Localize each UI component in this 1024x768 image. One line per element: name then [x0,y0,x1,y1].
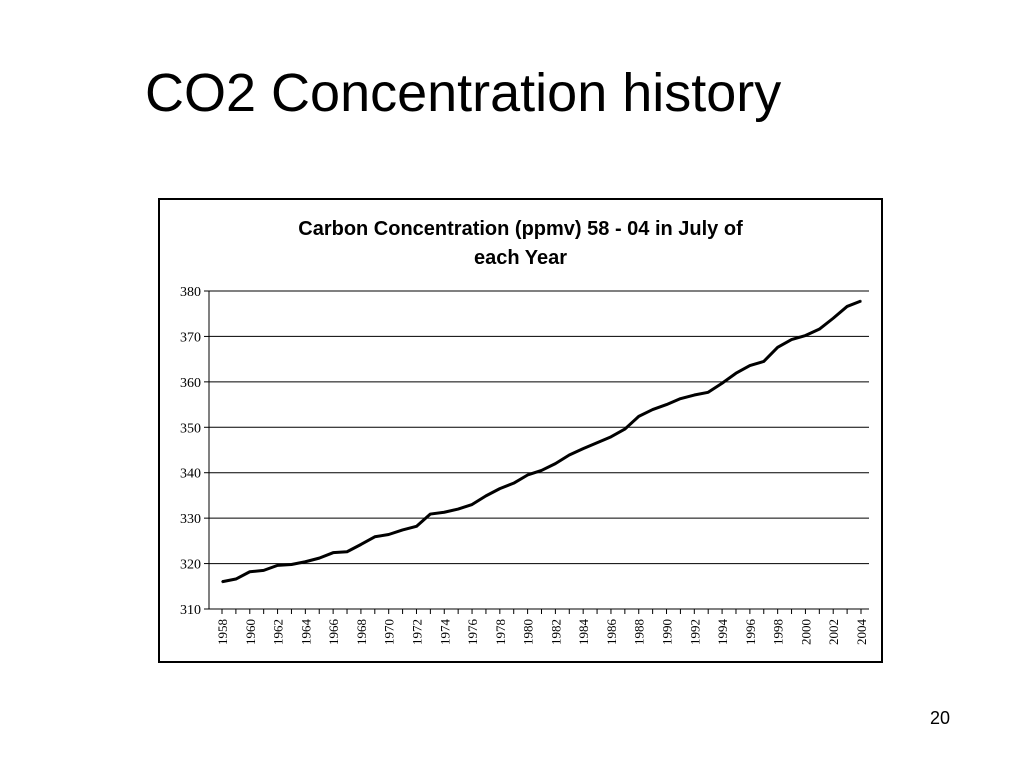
y-tick-label: 310 [180,603,201,618]
data-point-1989 [651,408,654,411]
data-point-1962 [276,564,279,567]
chart-frame: Carbon Concentration (ppmv) 58 - 04 in J… [158,198,883,663]
data-point-1988 [637,415,640,418]
x-tick-label: 1988 [632,619,647,645]
x-tick-label: 1990 [660,619,675,645]
data-point-1991 [679,397,682,400]
y-tick-label: 370 [180,330,201,345]
data-point-1960 [248,570,251,573]
data-point-1977 [485,495,487,497]
data-point-1987 [624,428,626,430]
data-point-2000 [804,334,807,337]
data-point-1982 [554,462,557,465]
slide-title: CO2 Concentration history [145,63,782,123]
y-tick-label: 340 [180,467,201,482]
data-point-1990 [665,403,668,406]
data-point-1992 [693,394,696,396]
data-point-1997 [762,360,765,363]
data-point-1995 [735,372,737,375]
data-point-1980 [526,474,529,476]
data-point-1971 [401,529,404,531]
data-point-1958 [221,580,223,583]
data-point-1969 [374,535,376,538]
x-tick-label: 2004 [854,619,869,646]
x-tick-label: 1962 [271,619,286,645]
x-tick-label: 1998 [771,619,786,645]
data-point-1979 [512,482,515,484]
x-tick-label: 1980 [521,619,536,645]
data-point-1970 [387,533,390,536]
data-point-2001 [818,328,821,330]
data-point-1985 [596,441,598,444]
x-tick-label: 1982 [548,619,563,645]
x-tick-label: 1968 [354,619,369,645]
data-point-1996 [749,364,751,367]
data-point-1978 [499,487,501,490]
data-point-1965 [318,557,321,559]
x-tick-label: 2000 [798,619,813,645]
x-tick-label: 1976 [465,619,480,646]
y-tick-label: 350 [180,421,201,436]
data-point-1964 [304,560,307,563]
data-point-1968 [360,543,362,546]
x-tick-label: 1964 [298,619,313,646]
data-point-2002 [832,317,835,320]
chart-title-line-1: Carbon Concentration (ppmv) 58 - 04 in J… [298,218,743,240]
data-point-1974 [443,511,446,514]
data-point-1993 [707,391,709,394]
x-tick-label: 1992 [687,619,702,645]
data-point-1981 [540,469,543,472]
x-tick-label: 1986 [604,619,619,646]
data-point-1961 [262,569,265,572]
y-tick-label: 360 [180,376,201,391]
page-number: 20 [930,708,951,728]
x-tick-label: 1974 [437,619,452,646]
data-point-1986 [610,436,612,438]
data-point-1994 [721,382,723,385]
y-tick-label: 330 [180,512,201,527]
data-point-1998 [776,346,779,349]
data-point-1972 [415,525,418,528]
data-point-1983 [568,454,571,456]
x-tick-label: 1970 [382,619,397,645]
x-tick-label: 1966 [326,619,341,646]
y-tick-label: 320 [180,558,201,573]
chart-title-line-2: each Year [473,247,568,269]
x-tick-label: 1996 [743,619,758,646]
data-point-2004 [860,300,862,302]
x-tick-label: 1958 [215,619,230,645]
x-tick-label: 1994 [715,619,730,646]
data-point-1999 [790,338,793,341]
data-point-1975 [457,508,459,510]
data-point-1967 [346,550,348,553]
data-point-1959 [235,578,237,580]
y-tick-label: 380 [180,285,201,300]
data-point-2003 [846,305,848,308]
x-tick-label: 1978 [493,619,508,645]
x-tick-label: 1984 [576,619,591,646]
data-point-1966 [332,551,334,554]
series-line-0 [221,299,862,584]
x-tick-label: 1972 [409,619,424,645]
x-tick-label: 1960 [243,619,258,645]
x-tick-label: 2002 [826,619,841,645]
data-point-1984 [582,447,584,450]
data-point-1963 [290,563,293,566]
data-point-1976 [471,503,473,506]
data-point-1973 [429,513,432,515]
